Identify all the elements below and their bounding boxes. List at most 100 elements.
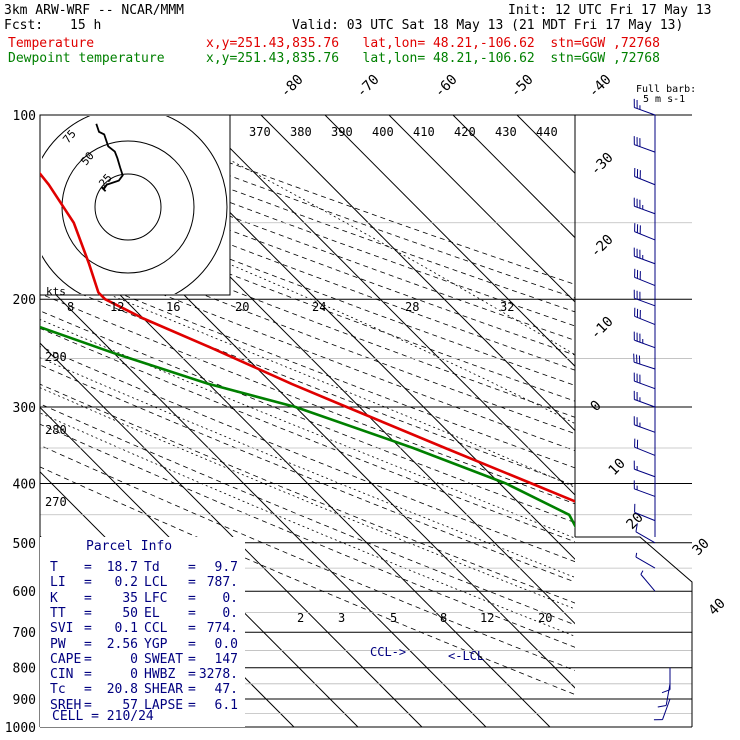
parcel-value: 9.7 xyxy=(214,560,238,575)
isobars xyxy=(39,114,693,728)
parcel-label: PW xyxy=(50,636,66,652)
mixing-ratio-label: 3 xyxy=(338,611,345,625)
mixing-ratio-label: 2 xyxy=(297,611,304,625)
parcel-equals: = xyxy=(188,575,196,591)
wind-barb-half xyxy=(635,552,638,558)
wind-barb-shaft xyxy=(635,556,656,569)
isotherm-line xyxy=(40,278,487,727)
hodograph-trace xyxy=(95,123,124,192)
parcel-info-panel: Parcel Info T = 18.7 Td = 9.7 LI = 0.2 LCL = 787. K =… xyxy=(40,537,245,727)
wind-barb xyxy=(653,698,671,721)
isotherm-tick-label: -70 xyxy=(354,72,383,101)
parcel-label: SWEAT xyxy=(144,651,184,667)
theta-tick-label: 400 xyxy=(372,125,394,139)
parcel-equals: = xyxy=(84,621,92,637)
parcel-equals: = xyxy=(84,636,92,652)
wind-barb-shaft xyxy=(634,399,656,408)
mixing-ratio-label: 16 xyxy=(166,300,180,314)
parcel-equals: = xyxy=(84,575,92,591)
wind-barb-shaft xyxy=(634,297,656,307)
ccl-annotation: CCL-> xyxy=(370,645,406,659)
pressure-tick-label: 600 xyxy=(13,585,36,600)
parcel-label: EL xyxy=(144,605,160,621)
wind-barb-shaft xyxy=(634,380,656,390)
init-time: Init: 12 UTC Fri 17 May 13 xyxy=(508,3,712,18)
theta-tick-label: 370 xyxy=(249,125,271,139)
parcel-label: HWBZ xyxy=(144,667,176,683)
isotherm-line xyxy=(196,115,575,496)
parcel-value: 2.56 xyxy=(106,636,138,652)
isotherm-line xyxy=(516,115,575,175)
dewpoint-profile xyxy=(40,325,575,529)
wind-barb-shaft xyxy=(634,231,656,241)
pressure-tick-label: 800 xyxy=(13,662,36,677)
wind-barb xyxy=(634,268,656,287)
parcel-value: 0 xyxy=(130,651,138,667)
plot-lower-right-border xyxy=(575,536,693,727)
wind-barb-shaft xyxy=(634,488,656,497)
parcel-equals: = xyxy=(188,651,196,667)
parcel-label: YGP xyxy=(144,636,168,652)
parcel-value: 6.1 xyxy=(214,697,238,713)
theta-left-label: 290 xyxy=(45,350,67,364)
parcel-equals: = xyxy=(188,621,196,637)
isotherm-line xyxy=(581,115,740,727)
isotherm-line xyxy=(260,115,575,432)
wind-barb xyxy=(634,438,656,456)
wind-barb xyxy=(633,247,656,265)
theta-left-label: 270 xyxy=(45,495,67,509)
dewpoint-location: x,y=251.43,835.76 lat,lon= 48.21,-106.62… xyxy=(206,51,660,66)
wind-barb-shaft xyxy=(634,176,656,186)
dewpoint-legend: Dewpoint temperature xyxy=(8,51,165,66)
isotherm-tick-label: -80 xyxy=(278,72,307,101)
parcel-equals: = xyxy=(188,605,196,621)
parcel-label: LI xyxy=(50,575,66,591)
theta-tick-label: 430 xyxy=(495,125,517,139)
isotherm-line xyxy=(40,406,359,727)
wind-barb xyxy=(633,390,656,408)
parcel-equals: = xyxy=(84,667,92,683)
lcl-annotation: <-LCL xyxy=(448,649,484,663)
isotherm-tick-label: -10 xyxy=(588,314,617,343)
isotherm-line xyxy=(132,115,575,560)
isotherm-tick-label: 0 xyxy=(588,398,605,415)
valid-time: Valid: 03 UTC Sat 18 May 13 (21 MDT Fri … xyxy=(292,18,684,33)
parcel-label: SHEAR xyxy=(144,682,184,698)
parcel-value: 0.0 xyxy=(214,636,238,652)
wind-barb xyxy=(640,570,656,592)
parcel-equals: = xyxy=(84,590,92,606)
mixing-ratio-label: 12 xyxy=(110,300,124,314)
mixing-ratio-line xyxy=(735,591,740,727)
parcel-label: T xyxy=(50,560,58,575)
mixing-ratio-label: 5 xyxy=(390,611,397,625)
hodograph-ring xyxy=(42,116,228,294)
parcel-label: SREH xyxy=(50,697,82,713)
isotherm-tick-label: -60 xyxy=(432,72,461,101)
parcel-value: 47. xyxy=(214,682,238,698)
parcel-value: 787. xyxy=(206,575,238,591)
wind-barb-shaft xyxy=(634,276,656,287)
pressure-tick-label: 900 xyxy=(13,693,36,708)
pressure-tick-label: 700 xyxy=(13,626,36,641)
wind-barb-shaft xyxy=(635,531,656,544)
wind-barb xyxy=(633,372,656,390)
isotherm-tick-label: 10 xyxy=(606,456,629,479)
wind-barb-shaft xyxy=(634,144,656,153)
model-title: 3km ARW-WRF -- NCAR/MMM xyxy=(4,3,185,18)
isotherm-tick-label: 40 xyxy=(706,596,729,619)
temperature-legend: Temperature xyxy=(8,36,95,51)
mixing-ratio-label: 20 xyxy=(538,611,552,625)
barb-legend-title: Full barb: xyxy=(636,84,697,95)
wind-barb xyxy=(633,289,656,307)
parcel-equals: = xyxy=(84,605,92,621)
temperature-profile xyxy=(40,171,575,503)
mixing-ratio-label: 20 xyxy=(235,300,249,314)
pressure-tick-label: 400 xyxy=(13,477,36,492)
parcel-label: Tc xyxy=(50,682,66,698)
parcel-value: 0. xyxy=(222,605,238,621)
pressure-tick-label: 1000 xyxy=(5,721,36,736)
parcel-equals: = xyxy=(188,697,196,713)
theta-tick-label: 380 xyxy=(290,125,312,139)
parcel-cell: CELL = 210/24 xyxy=(52,709,154,724)
isotherm-line xyxy=(40,342,423,727)
